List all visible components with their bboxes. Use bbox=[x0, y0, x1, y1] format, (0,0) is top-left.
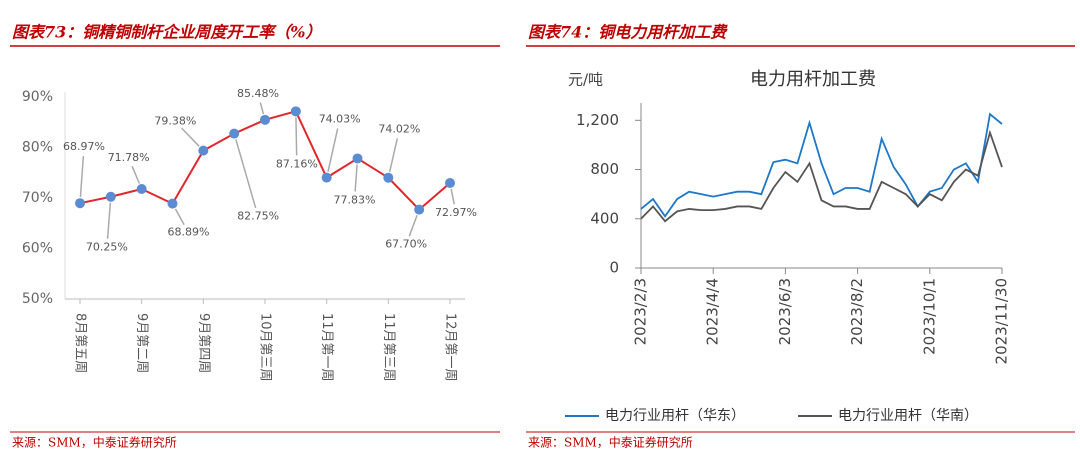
data-label: 70.25% bbox=[86, 241, 128, 254]
leader-line bbox=[327, 128, 339, 172]
source: 来源：SMM，中泰证券研究所 bbox=[528, 435, 693, 450]
data-label: 67.70% bbox=[385, 238, 427, 251]
x-tick-label: 9月第四周 bbox=[196, 313, 211, 373]
x-tick-label: 8月第五周 bbox=[73, 313, 88, 373]
legend-label: 电力行业用杆（华南） bbox=[838, 408, 978, 424]
x-tick-label: 2023/4/4 bbox=[704, 278, 722, 345]
x-tick-label: 2023/8/2 bbox=[848, 278, 866, 345]
figure-heading: 图表74：铜电力用杆加工费 bbox=[528, 23, 728, 42]
legend-label: 电力行业用杆（华东） bbox=[605, 408, 745, 424]
data-point bbox=[75, 198, 85, 209]
data-label: 72.97% bbox=[435, 206, 477, 219]
y-tick-label: 70% bbox=[22, 190, 53, 206]
leader-line bbox=[131, 166, 141, 184]
data-point bbox=[445, 178, 455, 189]
data-point bbox=[352, 153, 363, 164]
data-label: 87.16% bbox=[276, 157, 318, 170]
data-point bbox=[383, 172, 394, 183]
y-tick-label: 400 bbox=[590, 209, 619, 227]
data-label: 68.89% bbox=[168, 226, 210, 239]
data-label: 77.83% bbox=[334, 193, 376, 206]
leader-line bbox=[388, 138, 399, 173]
data-label: 68.97% bbox=[63, 140, 105, 153]
x-tick-label: 2023/11/30 bbox=[993, 278, 1011, 364]
data-label: 74.02% bbox=[378, 123, 420, 136]
data-point bbox=[414, 204, 425, 215]
data-point bbox=[136, 184, 147, 195]
x-tick-label: 2023/6/3 bbox=[776, 278, 794, 345]
source: 来源：SMM，中泰证券研究所 bbox=[12, 435, 177, 450]
x-tick-label: 2023/2/3 bbox=[632, 278, 650, 345]
data-point bbox=[321, 172, 332, 183]
data-point bbox=[167, 198, 178, 209]
figure-heading: 图表73：铜精铜制杆企业周度开工率（%） bbox=[12, 23, 321, 42]
leader-line bbox=[354, 164, 358, 192]
leader-line bbox=[79, 156, 85, 198]
x-tick-label: 12月第一周 bbox=[443, 313, 458, 382]
leader-line bbox=[235, 139, 257, 209]
y-tick-label: 800 bbox=[590, 160, 619, 178]
leader-line bbox=[450, 188, 455, 205]
data-point bbox=[198, 145, 209, 156]
data-label: 82.75% bbox=[237, 210, 279, 223]
x-tick-label: 2023/10/1 bbox=[920, 278, 938, 355]
leader-line bbox=[174, 208, 185, 226]
series-line bbox=[640, 112, 1003, 218]
x-tick-label: 11月第一周 bbox=[319, 313, 334, 382]
x-tick-label: 10月第三周 bbox=[258, 313, 273, 382]
y-tick-label: 1,200 bbox=[576, 111, 619, 129]
data-point bbox=[229, 128, 240, 139]
leader-line bbox=[408, 214, 418, 237]
data-label: 74.03% bbox=[319, 113, 361, 126]
x-tick-label: 11月第三周 bbox=[381, 313, 396, 382]
data-label: 85.48% bbox=[237, 87, 279, 100]
y-tick-label: 80% bbox=[22, 140, 53, 156]
chart-title: 电力用杆加工费 bbox=[750, 69, 876, 90]
data-point bbox=[105, 191, 116, 202]
leader-line bbox=[106, 202, 112, 239]
y-tick-label: 0 bbox=[609, 259, 619, 277]
leader-line bbox=[259, 102, 265, 115]
data-label: 71.78% bbox=[108, 151, 150, 164]
y-tick-label: 90% bbox=[22, 89, 53, 105]
leader-line bbox=[295, 117, 298, 156]
data-point bbox=[260, 114, 270, 125]
y-tick-label: 50% bbox=[22, 291, 53, 307]
x-tick-label: 9月第二周 bbox=[134, 313, 149, 373]
y-axis-label: 元/吨 bbox=[568, 71, 603, 89]
series-line bbox=[640, 129, 1003, 223]
leader-line bbox=[181, 127, 200, 147]
data-point bbox=[290, 106, 301, 117]
data-label: 79.38% bbox=[154, 115, 196, 128]
y-tick-label: 60% bbox=[22, 241, 53, 257]
